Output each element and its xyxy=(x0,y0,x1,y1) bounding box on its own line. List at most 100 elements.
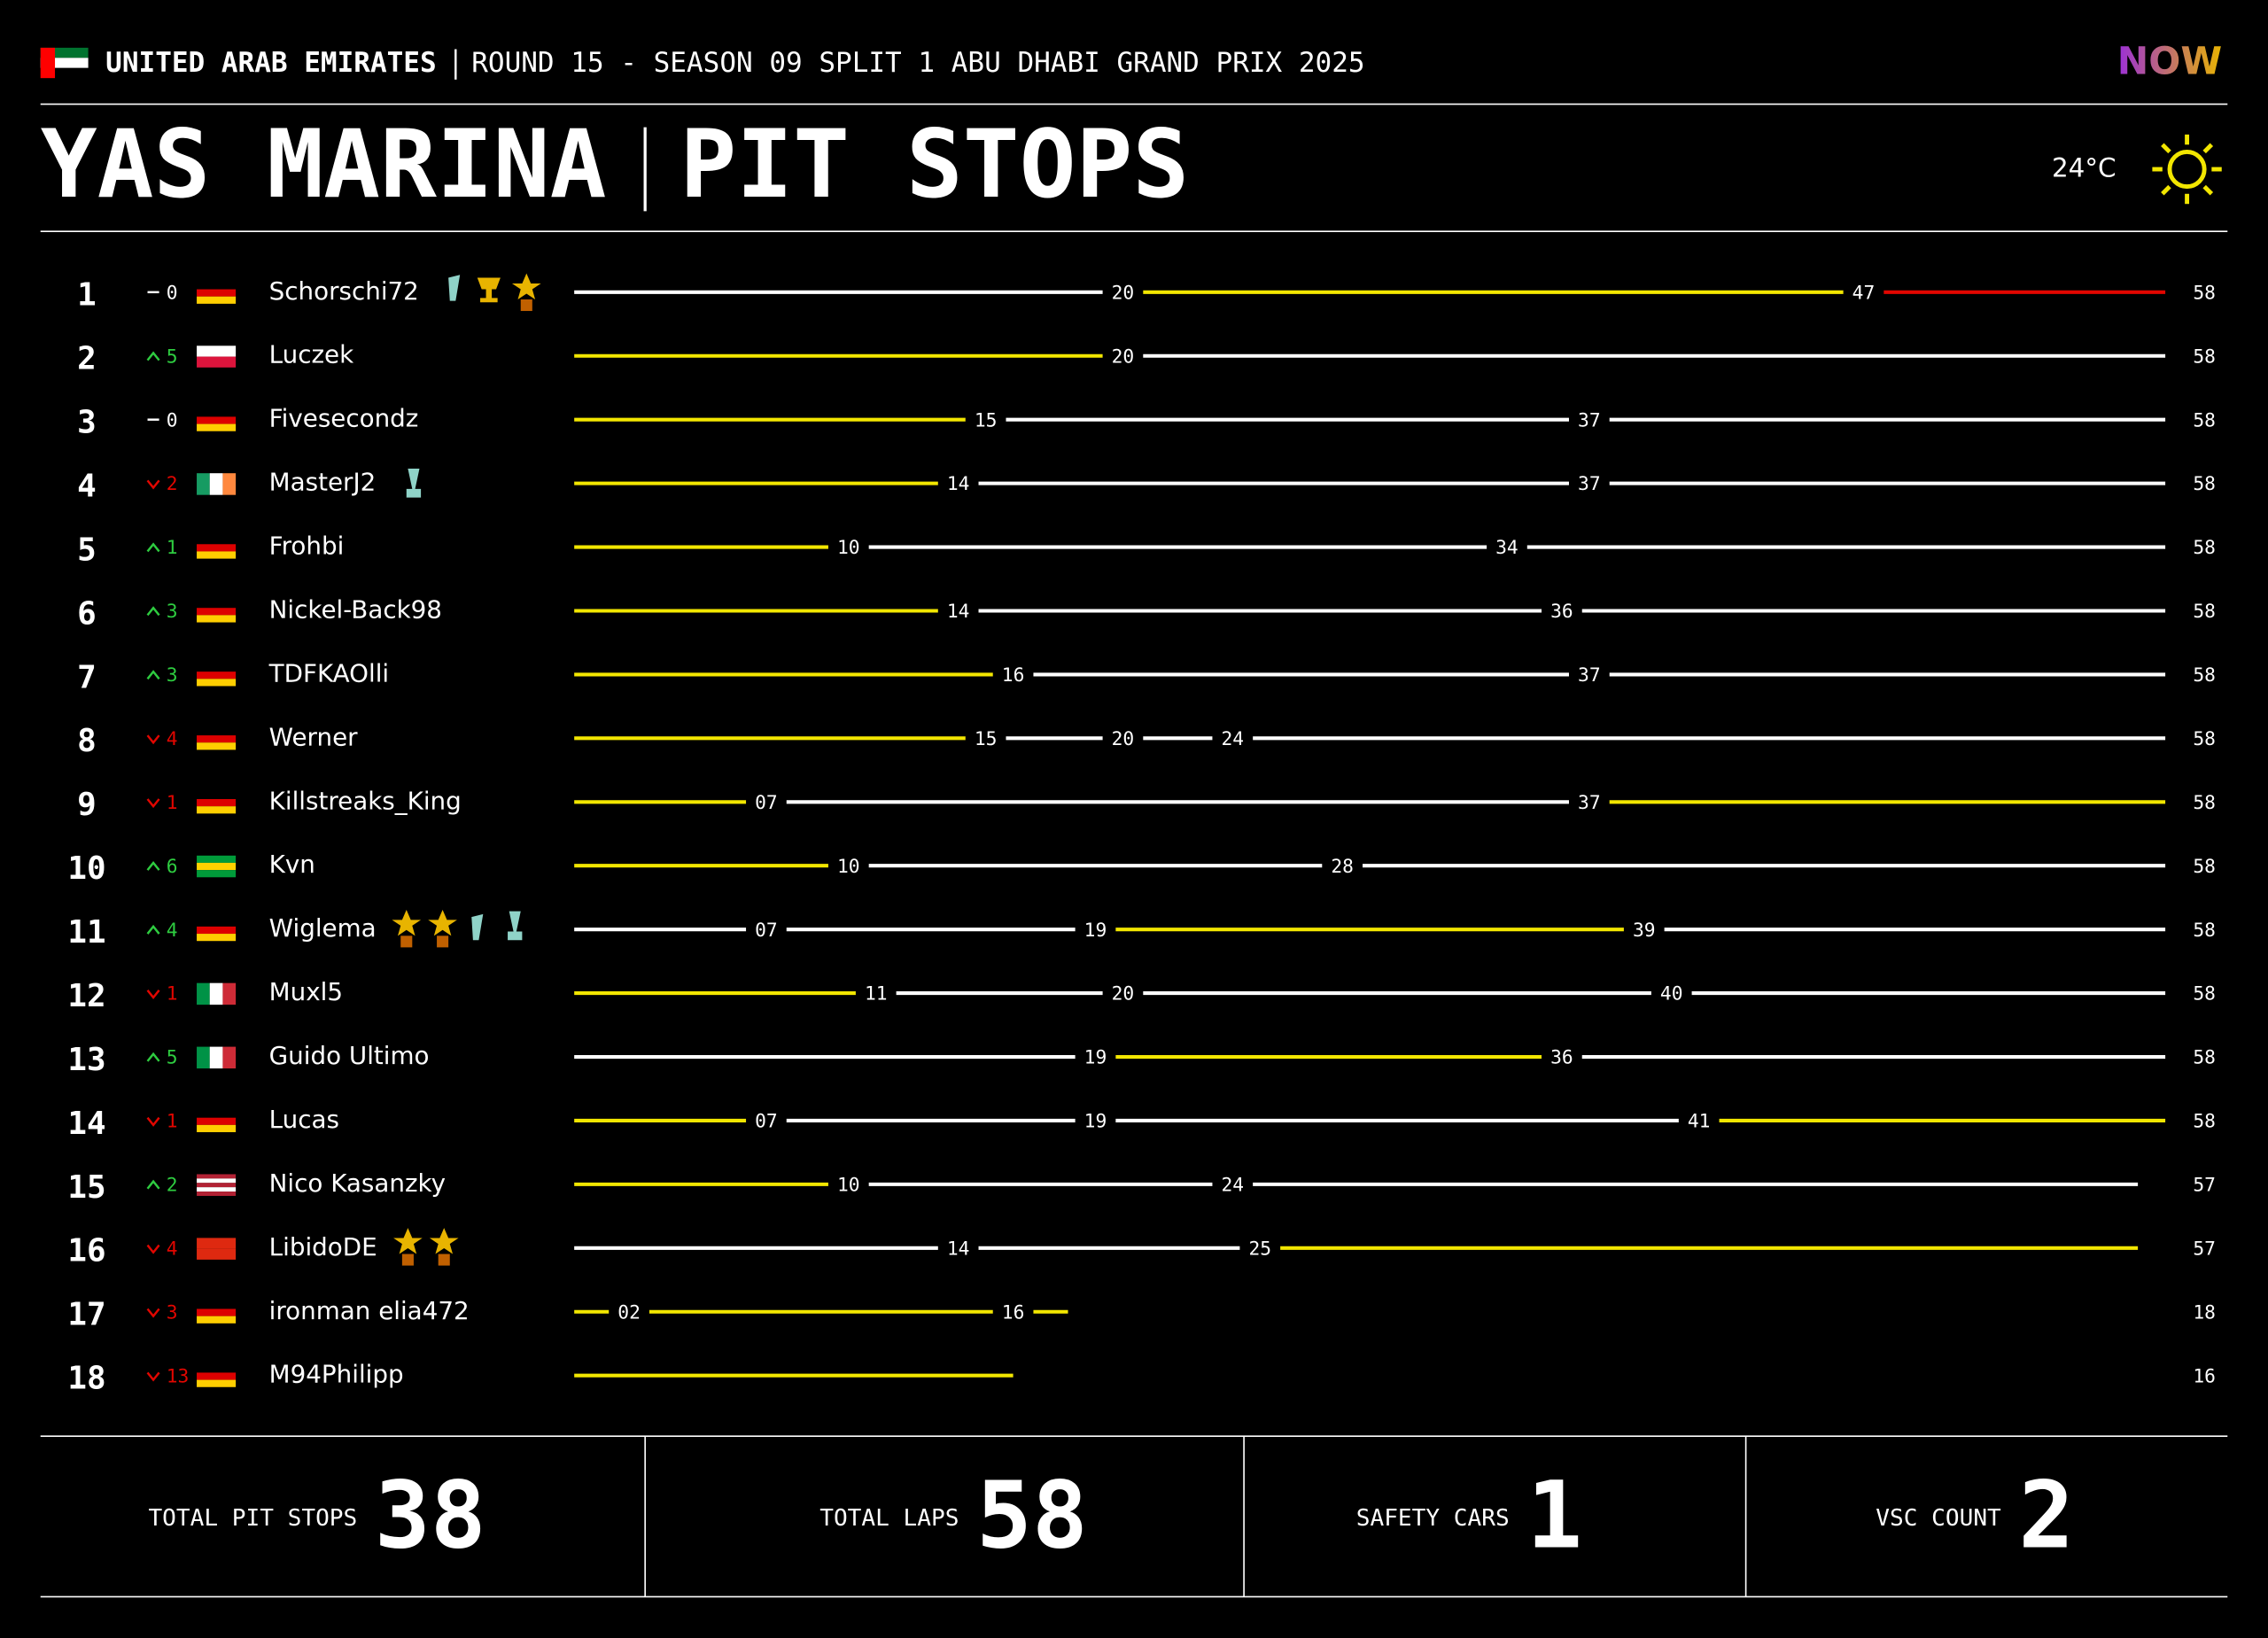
trend-arrow xyxy=(146,351,160,361)
total-laps: 16 xyxy=(2193,1365,2216,1387)
trend-arrow xyxy=(146,990,160,999)
flag-stripe xyxy=(197,416,237,424)
flag-stripe xyxy=(197,615,237,623)
pit-lap: 24 xyxy=(1222,728,1245,750)
driver-name: Guido Ultimo xyxy=(269,1041,430,1070)
flag-stripe xyxy=(197,1192,237,1196)
position: 4 xyxy=(77,469,97,505)
flag-stripe xyxy=(197,742,237,750)
position-change: 5 xyxy=(167,345,178,368)
position-change: 4 xyxy=(167,728,178,750)
flag-stripe xyxy=(197,934,237,942)
flag-stripe xyxy=(197,1379,237,1387)
total-laps: 18 xyxy=(2193,1301,2216,1324)
pit-lap: 20 xyxy=(1112,282,1135,304)
pit-lap: 16 xyxy=(1002,664,1025,687)
flag xyxy=(197,1110,237,1133)
position-change: 5 xyxy=(167,1047,178,1069)
pit-lap: 19 xyxy=(1084,920,1107,942)
pit-lap: 07 xyxy=(755,920,778,942)
stat-label: VSC COUNT xyxy=(1876,1505,2001,1532)
flag-stripe xyxy=(197,1301,237,1309)
driver-name: Nico Kasanzky xyxy=(269,1168,446,1198)
pit-lap: 39 xyxy=(1633,920,1656,942)
position: 12 xyxy=(67,978,105,1014)
flag-stripe xyxy=(197,409,237,417)
flag xyxy=(197,1238,237,1260)
position: 8 xyxy=(77,723,97,759)
pit-lap: 40 xyxy=(1660,983,1683,1005)
trend-arrow xyxy=(146,860,160,871)
flag xyxy=(197,791,237,814)
flag xyxy=(197,345,237,368)
flag-stripe xyxy=(197,1110,237,1118)
flag-stripe xyxy=(197,870,237,878)
flag xyxy=(197,473,237,495)
position-change: 2 xyxy=(167,1175,178,1197)
pit-lap: 14 xyxy=(947,1238,970,1260)
pit-lap: 20 xyxy=(1112,345,1135,368)
flag-stripe xyxy=(197,544,237,552)
flag xyxy=(197,1174,237,1196)
flag-stripe xyxy=(209,982,223,1005)
flag-stripe xyxy=(197,296,237,304)
position-change: 1 xyxy=(167,983,178,1005)
position: 3 xyxy=(77,405,97,441)
position-change: 13 xyxy=(167,1365,190,1387)
flag xyxy=(197,601,237,623)
position: 11 xyxy=(67,914,105,951)
pit-lap: 16 xyxy=(1002,1301,1025,1324)
position: 5 xyxy=(77,532,97,568)
position-change: 1 xyxy=(167,1111,178,1133)
temperature: 24°C xyxy=(2052,153,2117,183)
pit-lap: 19 xyxy=(1084,1047,1107,1069)
flag-stripe xyxy=(197,1308,237,1316)
position-change: 3 xyxy=(167,664,178,687)
total-laps: 58 xyxy=(2193,345,2216,368)
pit-lap: 47 xyxy=(1852,282,1876,304)
flag-stripe xyxy=(197,537,237,545)
pit-lap: 25 xyxy=(1248,1238,1271,1260)
flag-stripe xyxy=(197,1238,237,1249)
stat-value: 38 xyxy=(375,1461,486,1569)
trend-arrow xyxy=(146,924,160,935)
pit-lap: 36 xyxy=(1550,1047,1573,1069)
flag-stripe xyxy=(197,727,237,736)
trend-arrow xyxy=(146,1116,160,1127)
flag xyxy=(197,409,237,431)
flag-stripe xyxy=(197,601,237,609)
flag xyxy=(197,282,237,304)
flag-stripe xyxy=(197,1365,237,1373)
total-laps: 58 xyxy=(2193,983,2216,1005)
pit-lap: 37 xyxy=(1578,792,1601,814)
total-laps: 58 xyxy=(2193,409,2216,431)
award-icons xyxy=(392,273,541,1266)
position: 1 xyxy=(77,277,97,314)
position: 13 xyxy=(67,1042,105,1078)
trend-arrow xyxy=(146,798,160,809)
total-laps: 58 xyxy=(2193,1111,2216,1133)
stat-label: SAFETY CARS xyxy=(1356,1505,1510,1532)
flag-stripe xyxy=(197,1187,237,1192)
flag-stripe xyxy=(197,423,237,431)
trend-arrow xyxy=(146,1308,160,1318)
pit-lap: 19 xyxy=(1084,1111,1107,1133)
flag-stripe xyxy=(197,926,237,935)
flag-stripe xyxy=(197,919,237,927)
total-laps: 58 xyxy=(2193,856,2216,878)
flag-stripe xyxy=(197,791,237,800)
flag-stripe xyxy=(197,982,210,1005)
flag-stripe xyxy=(222,1046,237,1069)
flag-stripe xyxy=(197,1248,237,1260)
total-laps: 58 xyxy=(2193,664,2216,687)
position: 9 xyxy=(77,787,97,823)
trend-arrow xyxy=(146,1052,160,1062)
flag-stripe xyxy=(197,862,237,871)
flag-stripe xyxy=(209,1046,223,1069)
position: 2 xyxy=(77,341,97,377)
pit-lap: 11 xyxy=(865,983,888,1005)
logo: NOW xyxy=(2117,40,2222,83)
